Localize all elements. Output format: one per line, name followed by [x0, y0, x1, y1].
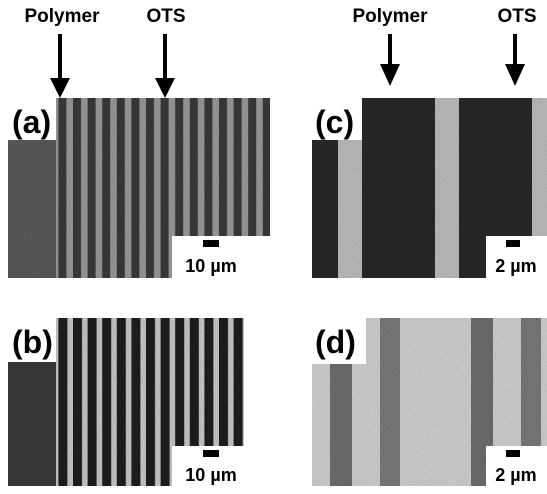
arrows	[50, 34, 525, 98]
annotation: Polymer	[353, 6, 429, 27]
scale-label: 2 µm	[495, 465, 536, 485]
panel-label: (c)	[315, 104, 354, 140]
scale-label: 10 µm	[185, 256, 236, 276]
scale-label: 2 µm	[495, 256, 536, 276]
panel-b: (b) 10 µm	[8, 318, 244, 486]
annotation: OTS	[146, 6, 185, 27]
panel-label: (b)	[12, 324, 53, 360]
annotation: Polymer	[25, 6, 101, 27]
panel-label: (a)	[12, 104, 51, 140]
scale-label: 10 µm	[185, 465, 236, 485]
annotation: OTS	[497, 6, 536, 27]
panel-a: (a) 10 µm	[8, 98, 270, 278]
panel-label: (d)	[315, 324, 356, 360]
figure: Polymer OTS Polymer OTS (a) 10 µm (b) 10…	[0, 0, 547, 489]
panel-c: (c) 2 µm	[312, 98, 547, 278]
panel-d: (d) 2 µm	[312, 318, 547, 486]
